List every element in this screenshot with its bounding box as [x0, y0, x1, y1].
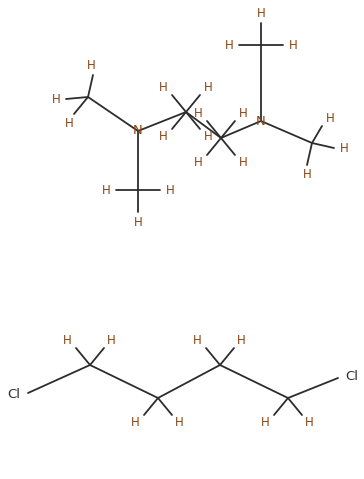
Text: H: H	[166, 183, 174, 196]
Text: H: H	[261, 417, 269, 430]
Text: H: H	[87, 58, 95, 71]
Text: Cl: Cl	[345, 369, 359, 383]
Text: H: H	[305, 417, 313, 430]
Text: H: H	[65, 116, 74, 129]
Text: H: H	[134, 216, 142, 228]
Text: H: H	[239, 157, 248, 170]
Text: H: H	[302, 169, 311, 182]
Text: H: H	[107, 333, 115, 346]
Text: H: H	[340, 141, 348, 155]
Text: Cl: Cl	[8, 388, 20, 401]
Text: H: H	[194, 157, 202, 170]
Text: H: H	[225, 38, 233, 52]
Text: H: H	[193, 333, 201, 346]
Text: H: H	[257, 7, 265, 20]
Text: H: H	[159, 80, 167, 93]
Text: N: N	[133, 125, 143, 137]
Text: H: H	[52, 92, 60, 105]
Text: H: H	[203, 130, 212, 144]
Text: H: H	[239, 106, 248, 119]
Text: H: H	[159, 130, 167, 144]
Text: H: H	[326, 112, 335, 125]
Text: H: H	[203, 80, 212, 93]
Text: H: H	[63, 333, 71, 346]
Text: H: H	[102, 183, 110, 196]
Text: N: N	[256, 114, 266, 127]
Text: H: H	[194, 106, 202, 119]
Text: H: H	[175, 417, 183, 430]
Text: H: H	[237, 333, 245, 346]
Text: H: H	[131, 417, 139, 430]
Text: H: H	[289, 38, 297, 52]
